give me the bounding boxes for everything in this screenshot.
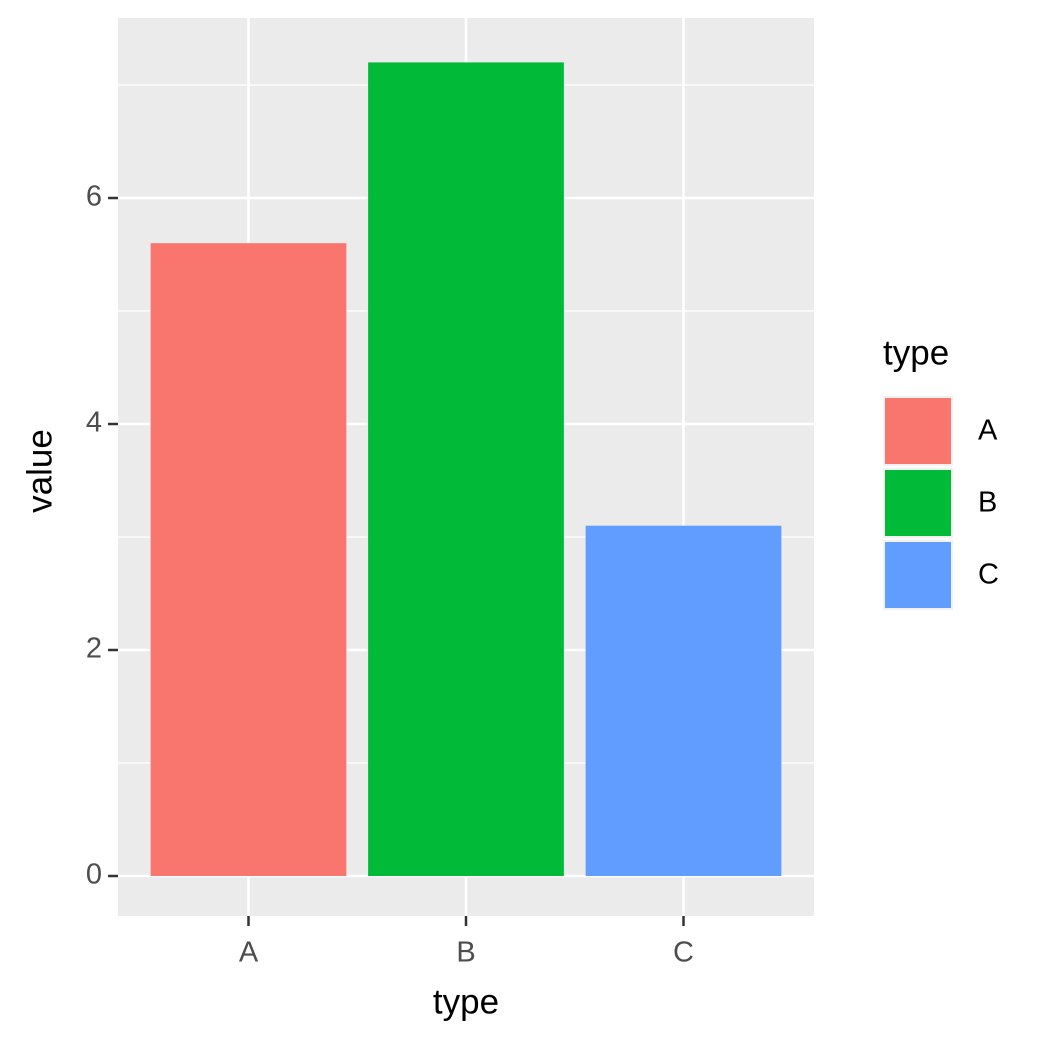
legend-title: type bbox=[883, 333, 949, 372]
legend-key bbox=[883, 468, 953, 538]
y-tick-label: 6 bbox=[86, 181, 102, 213]
bar bbox=[585, 525, 782, 876]
legend-key bbox=[883, 540, 953, 610]
x-axis-title: type bbox=[433, 982, 499, 1021]
bar bbox=[368, 62, 564, 876]
y-tick-label: 4 bbox=[86, 407, 102, 439]
y-tick-label: 2 bbox=[86, 633, 102, 665]
y-axis-title: value bbox=[20, 429, 59, 513]
bar bbox=[150, 243, 347, 876]
legend-label: A bbox=[978, 415, 998, 447]
x-tick-label: A bbox=[239, 937, 259, 969]
x-tick-label: B bbox=[456, 937, 475, 969]
y-tick-label: 0 bbox=[86, 859, 102, 891]
legend-label: B bbox=[978, 487, 997, 519]
legend-label: C bbox=[978, 559, 999, 591]
legend-key bbox=[883, 396, 953, 466]
x-tick-label: C bbox=[673, 937, 694, 969]
